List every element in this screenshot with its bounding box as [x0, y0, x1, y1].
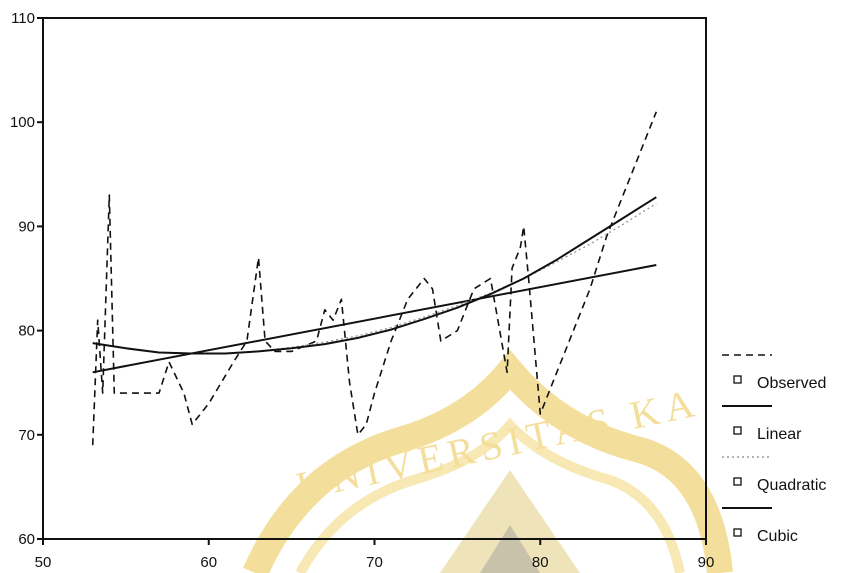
y-tick-label: 60 [18, 531, 35, 548]
y-tick-label: 110 [11, 10, 35, 27]
legend-marker-icon [733, 528, 742, 537]
x-tick-label: 70 [366, 554, 383, 571]
legend-marker-icon [733, 426, 742, 435]
series-line-quadratic [92, 202, 657, 355]
legend-label-quadratic: Quadratic [757, 477, 826, 494]
y-tick-label: 100 [10, 114, 35, 131]
y-axis: 60 70 80 90 100 110 [10, 10, 43, 548]
x-tick-label: 50 [35, 554, 52, 571]
x-axis: 50 60 70 80 90 [35, 539, 715, 571]
watermark-emblem [440, 470, 580, 573]
legend: Observed Linear Quadratic Cubic [722, 354, 826, 545]
series-line-observed [91, 111, 658, 446]
x-tick-label: 90 [698, 554, 715, 571]
legend-label-linear: Linear [757, 426, 802, 443]
watermark: UNIVERSITAS KA [243, 349, 733, 573]
watermark-emblem-core [480, 525, 540, 573]
plot-area [91, 111, 658, 446]
legend-marker-icon [733, 477, 742, 486]
series-line-cubic [92, 196, 657, 355]
legend-marker-icon [733, 375, 742, 384]
watermark-arch-outer [243, 349, 733, 573]
y-tick-label: 70 [18, 427, 35, 444]
watermark-arch-inner [295, 417, 685, 573]
series-line-linear [92, 264, 657, 374]
legend-label-cubic: Cubic [757, 528, 798, 545]
y-tick-label: 90 [18, 218, 35, 235]
y-tick-label: 80 [18, 323, 35, 340]
x-tick-label: 80 [532, 554, 549, 571]
legend-label-observed: Observed [757, 375, 826, 392]
x-tick-label: 60 [200, 554, 217, 571]
